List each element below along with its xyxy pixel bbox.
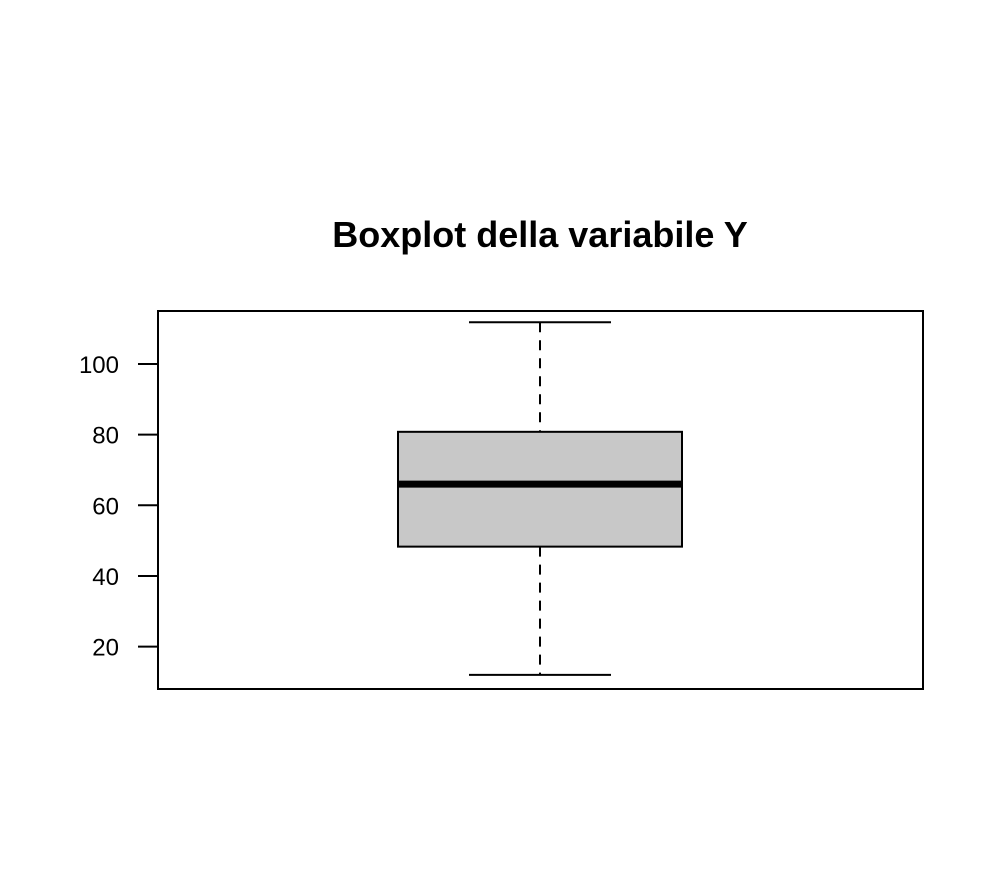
y-tick-label: 40	[92, 564, 119, 591]
box-layer	[397, 321, 683, 676]
y-tick-label: 100	[79, 352, 119, 379]
interquartile-box	[397, 430, 683, 548]
y-tick-label: 60	[92, 493, 119, 520]
y-tick-label: 20	[92, 635, 119, 662]
plot-frame	[157, 310, 924, 690]
chart-title: Boxplot della variabile Y	[332, 214, 747, 255]
y-tick-label: 80	[92, 423, 119, 450]
y-axis: 20 40 60 80 100	[79, 352, 158, 662]
